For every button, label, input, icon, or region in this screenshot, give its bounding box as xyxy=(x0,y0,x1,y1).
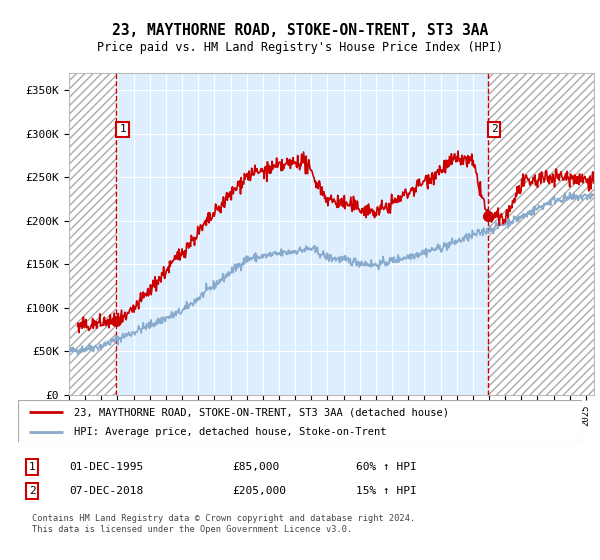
Text: 07-DEC-2018: 07-DEC-2018 xyxy=(69,486,143,496)
Text: 23, MAYTHORNE ROAD, STOKE-ON-TRENT, ST3 3AA: 23, MAYTHORNE ROAD, STOKE-ON-TRENT, ST3 … xyxy=(112,24,488,38)
Text: 1: 1 xyxy=(119,124,126,134)
Text: 15% ↑ HPI: 15% ↑ HPI xyxy=(356,486,417,496)
Text: 2: 2 xyxy=(29,486,35,496)
Text: 23, MAYTHORNE ROAD, STOKE-ON-TRENT, ST3 3AA (detached house): 23, MAYTHORNE ROAD, STOKE-ON-TRENT, ST3 … xyxy=(74,407,449,417)
Text: 60% ↑ HPI: 60% ↑ HPI xyxy=(356,462,417,472)
Text: £205,000: £205,000 xyxy=(232,486,286,496)
Text: 1: 1 xyxy=(29,462,35,472)
Text: 2: 2 xyxy=(491,124,497,134)
Text: Contains HM Land Registry data © Crown copyright and database right 2024.
This d: Contains HM Land Registry data © Crown c… xyxy=(32,515,415,534)
Text: 01-DEC-1995: 01-DEC-1995 xyxy=(69,462,143,472)
Bar xyxy=(488,73,594,395)
Text: HPI: Average price, detached house, Stoke-on-Trent: HPI: Average price, detached house, Stok… xyxy=(74,427,387,437)
Bar xyxy=(69,73,116,395)
Text: Price paid vs. HM Land Registry's House Price Index (HPI): Price paid vs. HM Land Registry's House … xyxy=(97,41,503,54)
Text: £85,000: £85,000 xyxy=(232,462,280,472)
